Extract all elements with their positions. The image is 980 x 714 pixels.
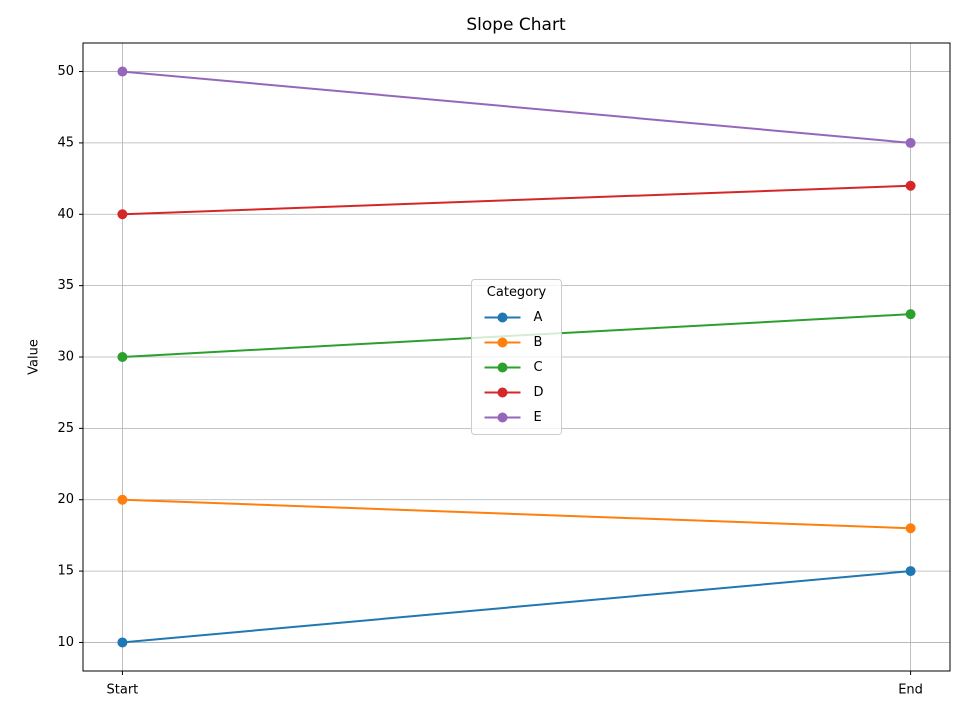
plot-frame (82, 42, 951, 672)
chart-title: Slope Chart (466, 15, 566, 35)
series-line (122, 70, 911, 144)
legend-marker (497, 412, 508, 423)
y-tick-label: 20 (57, 492, 74, 507)
x-tick-label: End (898, 683, 923, 698)
point (117, 352, 128, 362)
legend-marker (497, 312, 508, 323)
series-line (122, 570, 911, 644)
series-line (122, 498, 911, 530)
y-tick-label: 50 (57, 64, 74, 79)
point (905, 180, 916, 191)
point (905, 309, 916, 320)
legend-marker (497, 387, 508, 398)
y-tick-label: 40 (57, 207, 74, 222)
legend-title: Category (487, 285, 547, 300)
y-axis-label: Value (27, 339, 42, 375)
legend-label: E (534, 410, 542, 425)
legend-label: A (534, 310, 543, 325)
legend-label: B (534, 335, 543, 350)
y-tick-label: 35 (57, 278, 74, 293)
y-tick-label: 15 (57, 564, 74, 579)
y-tick-label: 25 (57, 421, 74, 436)
point (905, 523, 916, 534)
x-tick-label: Start (107, 683, 139, 698)
point (117, 209, 128, 220)
point (117, 637, 128, 648)
y-tick-label: 10 (57, 635, 74, 650)
y-tick-label: 45 (57, 135, 74, 150)
point (905, 137, 916, 148)
point (117, 66, 128, 77)
series-line (122, 184, 911, 216)
legend-marker (497, 362, 508, 373)
point (117, 494, 128, 505)
y-tick-label: 30 (57, 350, 74, 365)
legend-label: D (534, 385, 544, 400)
legend-label: C (534, 360, 543, 375)
legend-marker (497, 337, 508, 348)
legend-box (471, 279, 562, 435)
point (905, 566, 916, 577)
